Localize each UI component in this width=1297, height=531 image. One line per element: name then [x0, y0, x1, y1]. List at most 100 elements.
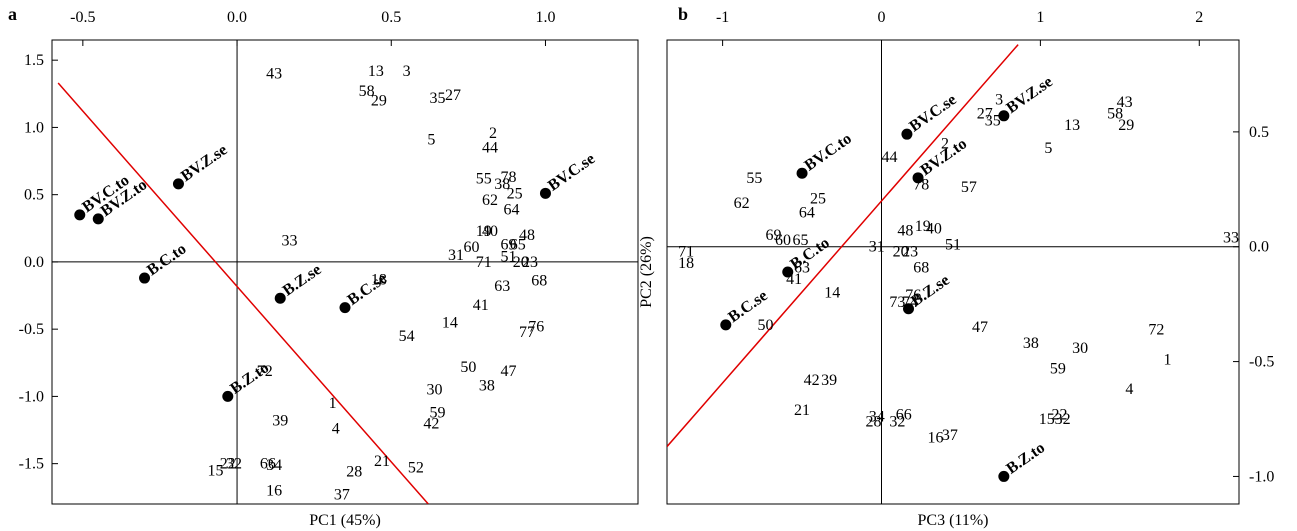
panel-b-y-tick-label: -0.5 — [1249, 354, 1274, 371]
panel-b-score-label: 21 — [794, 402, 810, 419]
panel-a-score-label: 68 — [531, 273, 547, 290]
panel-b-loading-marker — [903, 303, 915, 315]
panel-b-loading-label: BV.Z.se — [1003, 73, 1055, 117]
panel-a-score-label: 43 — [266, 66, 282, 83]
panel-b-score-label: 32 — [889, 413, 905, 430]
panel-a-y-tick-label: -0.5 — [19, 321, 44, 338]
panel-a-score-label: 15 — [207, 462, 223, 479]
panel-a-score-label: 58 — [359, 83, 375, 100]
panel-a-score-label: 18 — [371, 271, 387, 288]
panel-b-x-axis-title: PC3 (11%) — [918, 512, 989, 529]
panel-a-loading-label: BV.C.se — [545, 150, 598, 194]
panel-a-score-label: 47 — [500, 363, 516, 380]
panel-a-score-label: 14 — [442, 314, 458, 331]
panel-a-score-label: 60 — [463, 239, 479, 256]
panel-b-red-trend-line — [667, 44, 1019, 448]
panel-a-score-label: 55 — [476, 171, 492, 188]
panel-a-loading-marker — [222, 390, 234, 402]
panel-b-score-label: 64 — [799, 204, 815, 221]
panel-a-loading-marker — [339, 302, 351, 314]
panel-b-score-label: 57 — [961, 179, 977, 196]
panel-b-x-tick-label: -1 — [716, 9, 729, 26]
panel-a-score-label: 13 — [368, 63, 384, 80]
panel-b-score-label: 5 — [1044, 140, 1052, 157]
panel-a-score-label: 35 — [430, 90, 446, 107]
panel-b-y-tick-label: 0.0 — [1249, 239, 1269, 256]
panel-b-score-label: 71 — [678, 243, 694, 260]
panel-b-plot-frame — [666, 39, 1240, 505]
panel-a-loading-marker — [274, 292, 286, 304]
panel-a-score-label: 77 — [519, 324, 535, 341]
panel-a-score-label: 51 — [500, 249, 516, 266]
panel-b-score-label: 28 — [866, 413, 882, 430]
panel-a-loading-marker — [92, 213, 104, 225]
panel-a-x-tick-label: -0.5 — [70, 9, 95, 26]
panel-a-score-label: 25 — [507, 185, 523, 202]
panel-b-score-label: 66 — [896, 406, 912, 423]
panel-b-x-tick-label: 0 — [878, 9, 886, 26]
panel-b-score-label: 44 — [881, 149, 897, 166]
panel-b-score-label: 1 — [1164, 351, 1172, 368]
panel-a-score-label: 44 — [482, 140, 498, 157]
panel-b-score-label: 42 — [804, 372, 820, 389]
panel-a-score-label: 76 — [528, 318, 544, 335]
panel-b-score-label: 14 — [824, 285, 840, 302]
panel-a-score-label: 50 — [460, 359, 476, 376]
panel-a-score-label: 37 — [334, 487, 350, 504]
panel-b-score-label: 47 — [972, 319, 988, 336]
panel-a-score-label: 1 — [329, 395, 337, 412]
panel-b-score-label: 58 — [1107, 106, 1123, 123]
panel-a-x-tick-label: 0.0 — [227, 9, 247, 26]
panel-b-score-label: 60 — [775, 232, 791, 249]
panel-a-score-label: 4 — [332, 421, 340, 438]
panel-a-score-label: 28 — [346, 464, 362, 481]
panel-b-x-tick-label: 1 — [1036, 9, 1044, 26]
panel-a-score-label: 40 — [482, 223, 498, 240]
panel-a-chart: -0.5 0.0 0.5 1.01.51.00.50.0-0.5-1.0-1.543 1… — [8, 4, 639, 529]
panel-a-score-label: 5 — [427, 132, 435, 149]
panel-b-letter: b — [678, 4, 688, 24]
panel-a-score-label: 48 — [519, 227, 535, 244]
panel-a-score-label: 78 — [500, 169, 516, 186]
panel-a-y-tick-label: 0.0 — [24, 254, 44, 271]
panel-a-score-label: 41 — [473, 297, 489, 314]
panel-a-loading-label: B.C.to — [144, 240, 189, 279]
panel-b-score-label: 22 — [1051, 406, 1067, 423]
panel-a-score-label: 32 — [226, 456, 242, 473]
panel-b-score-label: 51 — [945, 236, 961, 253]
panel-b-loading-marker — [998, 470, 1010, 482]
panel-b-loading-marker — [912, 172, 924, 184]
panel-a-score-label: 65 — [510, 236, 526, 253]
panel-b-score-label: 59 — [1050, 360, 1066, 377]
panel-b-loading-marker — [720, 319, 732, 331]
panel-a-x-axis-title: PC1 (45%) — [309, 512, 381, 529]
panel-b-score-label: 38 — [1023, 335, 1039, 352]
panel-b-score-label: 50 — [758, 317, 774, 334]
panel-a-score-label: 64 — [504, 201, 520, 218]
panel-a-score-label: 23 — [522, 254, 538, 271]
panel-b-score-label: 48 — [897, 223, 913, 240]
panel-b-score-label: 2 — [941, 135, 949, 152]
panel-a-score-label: 33 — [281, 232, 297, 249]
panel-b-score-label: 30 — [1072, 340, 1088, 357]
panel-b-score-label: 16 — [928, 429, 944, 446]
panel-b-score-label: 25 — [810, 190, 826, 207]
panel-b-score-label: 40 — [926, 220, 942, 237]
panel-b-loading-marker — [901, 128, 913, 140]
panel-b-score-label: 27 — [977, 106, 993, 123]
panel-b-x-tick-label: 2 — [1195, 9, 1203, 26]
panel-b-score-label: 31 — [869, 239, 885, 256]
panel-b-score-label: 73 — [889, 294, 905, 311]
panel-a-score-label: 42 — [423, 415, 439, 432]
panel-a-score-label: 38 — [479, 378, 495, 395]
panel-b-score-label: 55 — [746, 170, 762, 187]
panel-b-score-label: 34 — [869, 409, 885, 426]
panel-b-score-label: 20 — [893, 243, 909, 260]
panel-a-loading-marker — [139, 272, 151, 284]
panel-b-score-label: 62 — [734, 195, 750, 212]
panel-b-score-label: 35 — [985, 112, 1001, 129]
panel-b-loading-label: B.Z.to — [1003, 439, 1048, 477]
panel-a-red-trend-line — [57, 82, 429, 504]
panel-a-score-label: 52 — [408, 460, 424, 477]
panel-b-y-tick-label: 0.5 — [1249, 124, 1269, 141]
